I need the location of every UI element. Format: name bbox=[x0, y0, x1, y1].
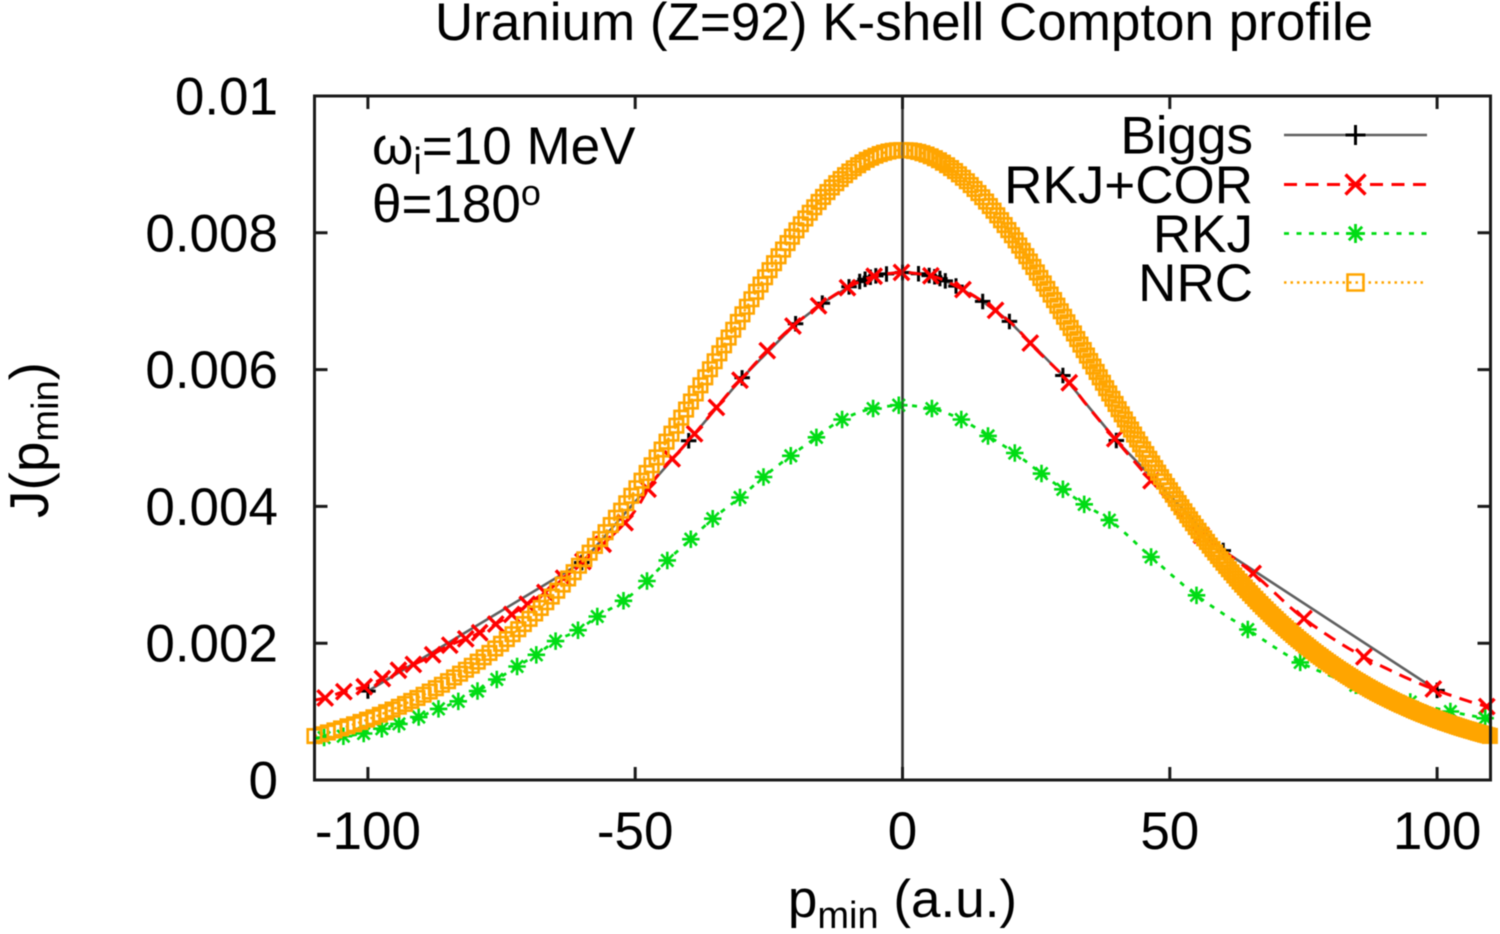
svg-text:0.01: 0.01 bbox=[175, 68, 278, 127]
svg-text:100: 100 bbox=[1393, 802, 1481, 861]
svg-text:RKJ: RKJ bbox=[1153, 205, 1253, 264]
svg-text:RKJ+COR: RKJ+COR bbox=[1004, 156, 1253, 215]
svg-text:θ=180o: θ=180o bbox=[372, 172, 541, 234]
svg-text:NRC: NRC bbox=[1138, 254, 1253, 313]
svg-text:0.006: 0.006 bbox=[145, 341, 278, 400]
svg-text:50: 50 bbox=[1140, 802, 1199, 861]
svg-text:0: 0 bbox=[249, 752, 278, 811]
svg-text:-50: -50 bbox=[597, 802, 674, 861]
svg-text:0.004: 0.004 bbox=[145, 478, 278, 537]
svg-text:ωi=10 MeV: ωi=10 MeV bbox=[372, 117, 636, 183]
svg-text:0.008: 0.008 bbox=[145, 204, 278, 263]
svg-text:-100: -100 bbox=[315, 802, 421, 861]
svg-text:Biggs: Biggs bbox=[1120, 107, 1253, 166]
svg-text:Uranium (Z=92) K-shell Compton: Uranium (Z=92) K-shell Compton profile bbox=[435, 0, 1373, 52]
svg-text:0.002: 0.002 bbox=[145, 615, 278, 674]
svg-text:0: 0 bbox=[888, 802, 917, 861]
